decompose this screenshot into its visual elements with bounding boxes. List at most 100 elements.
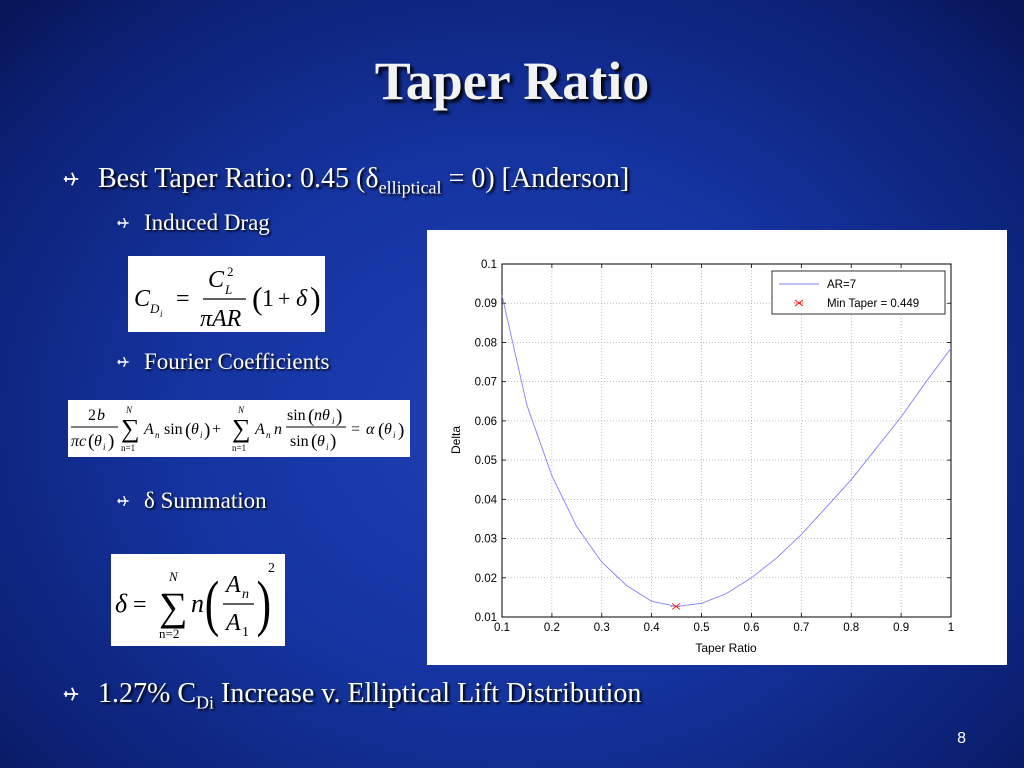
- svg-text:(: (: [308, 406, 314, 427]
- legend-entry-ar7: AR=7: [827, 279, 856, 291]
- y-tick-label: 0.02: [475, 573, 497, 585]
- svg-text:2: 2: [268, 561, 275, 576]
- x-tick-label: 0.5: [694, 622, 710, 634]
- svg-text:L: L: [224, 282, 232, 297]
- svg-text:(: (: [311, 431, 317, 452]
- svg-text:(: (: [185, 420, 191, 441]
- x-tick-label: 0.9: [893, 622, 909, 634]
- airplane-bullet-icon: [63, 172, 79, 186]
- svg-text:∑: ∑: [232, 414, 251, 443]
- svg-text:): ): [330, 431, 336, 452]
- bullet-best-taper-delta: δ: [365, 163, 379, 194]
- svg-text:θ: θ: [94, 433, 102, 450]
- svg-text:A: A: [254, 421, 265, 438]
- chart-legend: AR=7 Min Taper = 0.449: [771, 270, 946, 315]
- x-tick-label: 0.4: [644, 622, 661, 634]
- bullet-cdi-increase: 1.27% CDi Increase v. Elliptical Lift Di…: [62, 678, 641, 714]
- svg-text:C: C: [134, 286, 151, 312]
- svg-text:sin: sin: [287, 407, 306, 424]
- svg-text:n=1: n=1: [121, 443, 135, 453]
- svg-text:): ): [204, 420, 210, 441]
- legend-box: [771, 270, 946, 315]
- svg-text:C: C: [208, 267, 225, 293]
- svg-text:i: i: [103, 442, 106, 452]
- x-tick-label: 1: [948, 622, 954, 634]
- x-tick-label: 0.6: [743, 622, 759, 634]
- chart-ticks: [501, 263, 952, 618]
- equation-induced-drag: C D i = C L 2 πAR ( 1 + δ ): [128, 256, 325, 332]
- marker-stroke: [671, 603, 681, 610]
- bullet-cdi-suffix: Increase v. Elliptical Lift Distribution: [214, 678, 642, 709]
- svg-text:nθ: nθ: [314, 407, 330, 424]
- svg-text:πc: πc: [71, 433, 86, 450]
- svg-text:sin: sin: [164, 421, 183, 438]
- svg-text:θ: θ: [191, 421, 199, 438]
- x-tick-labels: 0.1 0.2 0.3 0.4 0.5 0.6 0.7 0.8 0.9 1: [494, 622, 954, 634]
- svg-text:D: D: [149, 301, 160, 316]
- svg-text:n: n: [274, 421, 282, 438]
- legend-entry-min-taper: Min Taper = 0.449: [827, 298, 919, 310]
- y-tick-label: 0.05: [475, 455, 497, 467]
- svg-text:n=1: n=1: [232, 443, 246, 453]
- svg-text:n=2: n=2: [159, 626, 179, 641]
- svg-text:): ): [257, 568, 271, 638]
- svg-text:1: 1: [242, 625, 249, 640]
- bullet-best-taper-suffix: = 0) [Anderson]: [441, 163, 630, 194]
- svg-text:2: 2: [227, 264, 234, 279]
- svg-text:sin: sin: [290, 433, 309, 450]
- svg-text:i: i: [393, 430, 396, 440]
- airplane-bullet-icon: [63, 687, 79, 701]
- svg-text:(: (: [252, 280, 263, 316]
- legend-marker-min-taper: [794, 299, 804, 307]
- svg-text:θ: θ: [384, 421, 392, 438]
- sub-bullet-induced-drag-label: Induced Drag: [144, 210, 270, 235]
- bullet-best-taper: Best Taper Ratio: 0.45 (δelliptical = 0)…: [62, 163, 629, 199]
- y-tick-labels: 0.01 0.02 0.03 0.04 0.05 0.06 0.07 0.08 0.09 0.1: [475, 259, 498, 624]
- svg-text:b: b: [97, 407, 105, 424]
- y-tick-label: 0.01: [475, 612, 497, 624]
- y-tick-label: 0.09: [475, 298, 497, 310]
- sub-bullet-fourier: Fourier Coefficients: [116, 349, 329, 375]
- bullet-cdi-prefix: 1.27% C: [98, 678, 196, 709]
- svg-text:2: 2: [88, 407, 96, 424]
- svg-text:δ: δ: [115, 589, 128, 618]
- svg-text:i: i: [200, 430, 203, 440]
- x-axis-label: Taper Ratio: [695, 641, 757, 655]
- chart-grid: [501, 263, 952, 618]
- plot-frame: [501, 263, 952, 618]
- svg-text:i: i: [160, 309, 163, 319]
- svg-text:θ: θ: [317, 433, 325, 450]
- svg-text:i: i: [326, 442, 329, 452]
- svg-text:1: 1: [262, 286, 274, 312]
- y-tick-label: 0.07: [475, 377, 497, 389]
- airplane-bullet-icon: [117, 495, 129, 507]
- svg-text:(: (: [378, 420, 384, 441]
- svg-text:): ): [108, 431, 114, 452]
- airplane-bullet-icon: [117, 217, 129, 229]
- series-line-ar7: [501, 295, 952, 607]
- svg-text:δ: δ: [296, 286, 308, 312]
- equation-delta-image: δ = N ∑ n=2 n ( A n A 1 ) 2: [115, 561, 275, 641]
- y-tick-label: 0.03: [475, 534, 497, 546]
- svg-text:n: n: [266, 430, 271, 440]
- x-tick-label: 0.7: [793, 622, 809, 634]
- svg-text:=: =: [176, 286, 190, 312]
- y-tick-label: 0.06: [475, 416, 497, 428]
- x-tick-label: 0.3: [594, 622, 610, 634]
- y-tick-label: 0.1: [481, 259, 497, 271]
- svg-text:A: A: [224, 572, 241, 598]
- equation-induced-drag-image: C D i = C L 2 πAR ( 1 + δ ): [134, 264, 321, 332]
- svg-text:(: (: [88, 431, 94, 452]
- svg-text:A: A: [224, 610, 241, 636]
- sub-bullet-delta-summation-label: δ Summation: [144, 488, 267, 513]
- taper-ratio-plot: 0.1 0.2 0.3 0.4 0.5 0.6 0.7 0.8 0.9 1 0.01 0.02 0.0…: [427, 230, 1007, 665]
- x-tick-label: 0.1: [494, 622, 510, 634]
- svg-text:n: n: [191, 589, 204, 618]
- svg-text:i: i: [332, 416, 335, 426]
- svg-text:+: +: [278, 286, 290, 311]
- svg-text:α: α: [366, 421, 375, 438]
- svg-text:∑: ∑: [121, 414, 140, 443]
- svg-text:): ): [310, 280, 321, 316]
